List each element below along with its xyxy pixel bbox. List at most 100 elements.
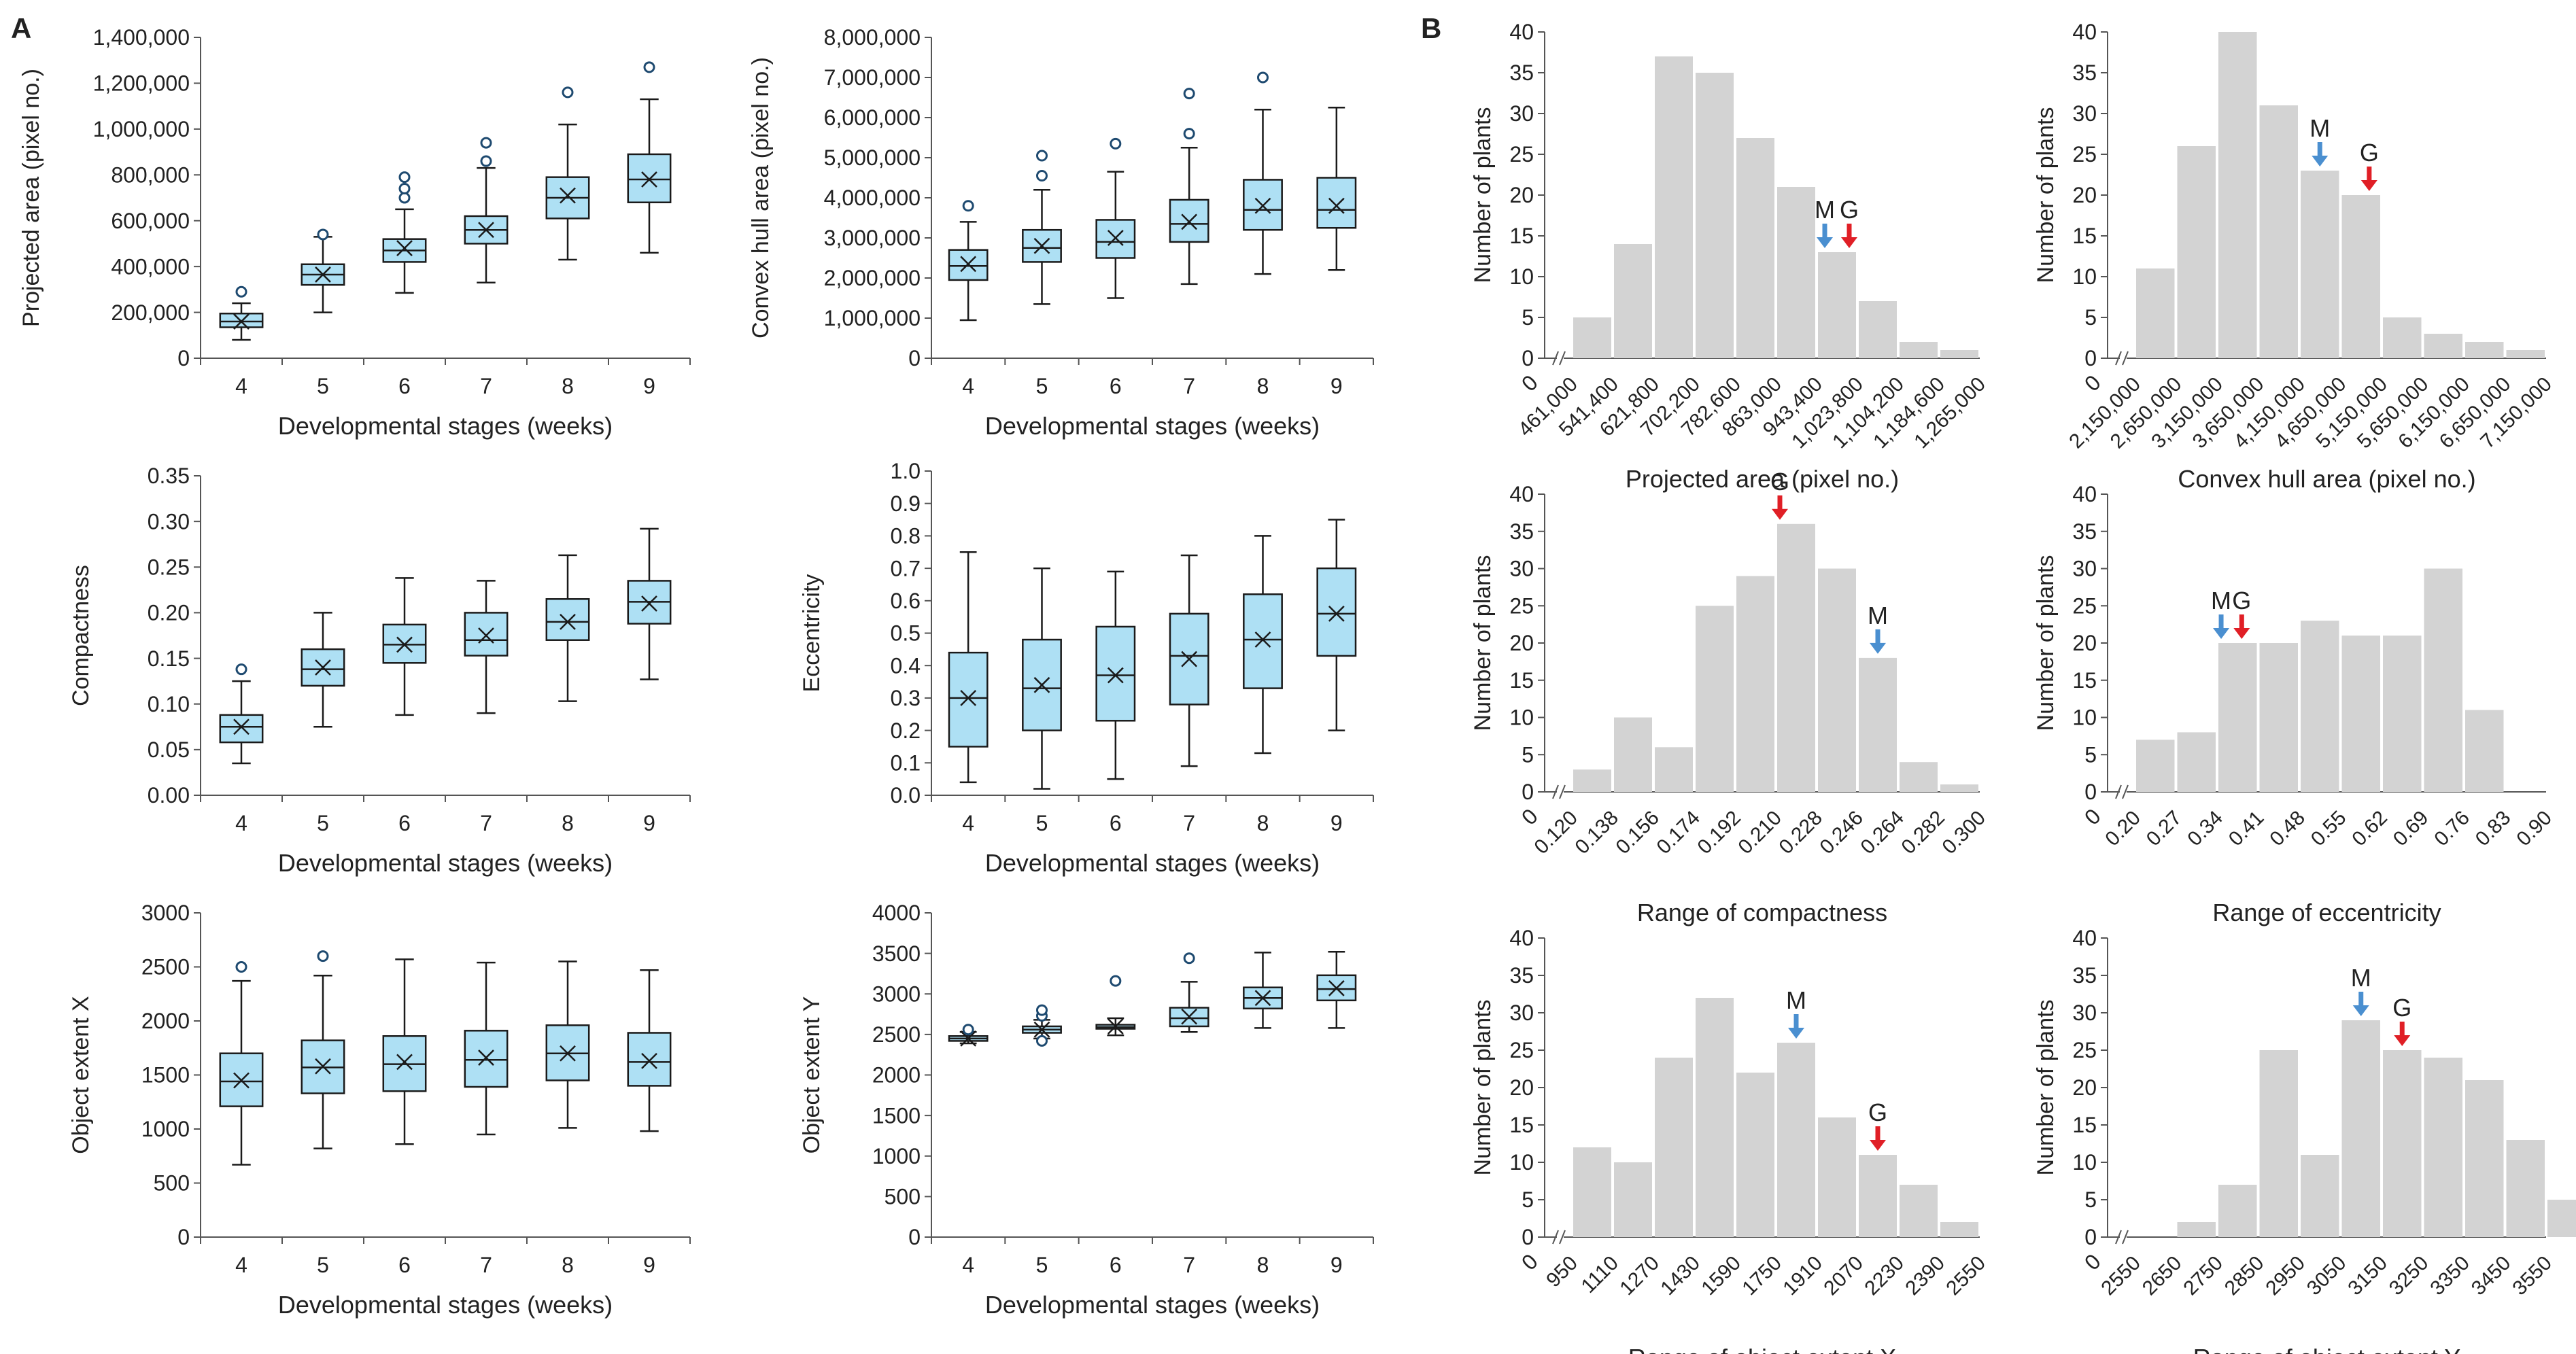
marker-arrow-head [1772, 508, 1788, 520]
x-tick-label: 7 [1183, 1253, 1195, 1277]
y-axis-label: Number of plants [1470, 107, 1496, 283]
outlier-point [1257, 71, 1269, 84]
mean-marker [233, 313, 250, 330]
y-tick-label: 0.25 [148, 555, 190, 579]
histogram-bar [2259, 643, 2298, 792]
axis-break [1559, 784, 1566, 799]
mean-marker [1328, 980, 1345, 996]
y-tick-label: 200,000 [111, 300, 190, 325]
x-tick-label: 2550 [1942, 1252, 1990, 1300]
box-plot-box-projected: 0 200,000 400,000 600,000 800,000 1,000,000 1,… [18, 25, 691, 440]
y-tick-label: 1,400,000 [93, 25, 190, 50]
x-axis-label: Projected area (pixel no.) [1626, 465, 1899, 493]
outlier-point [1183, 128, 1195, 140]
y-axis-label: Object extent Y [799, 996, 825, 1154]
y-tick-label: 20 [2072, 631, 2097, 655]
y-tick-label: 40 [1509, 20, 1534, 44]
y-tick-label: 0 [2084, 1225, 2097, 1249]
marker-arrow-head [2360, 180, 2377, 191]
x-tick-label: 2750 [2179, 1252, 2227, 1300]
x-tick-label: 0.120 [1530, 807, 1582, 858]
outlier-point [235, 663, 247, 676]
histogram-bar [1818, 1117, 1856, 1237]
histogram-bar [2341, 1020, 2380, 1237]
x-tick-label: 2390 [1901, 1252, 1949, 1300]
x-tick-label: 1590 [1697, 1252, 1745, 1300]
outlier-point [398, 183, 411, 195]
y-tick-label: 30 [1509, 101, 1534, 126]
x-tick-label: 5 [1036, 1253, 1048, 1277]
marker-label: M [1786, 986, 1806, 1014]
x-tick-label: 6 [1110, 374, 1122, 398]
y-tick-label: 5,000,000 [824, 145, 921, 170]
x-tick-label: 7 [480, 1253, 492, 1277]
mean-marker [233, 718, 250, 735]
y-tick-label: 20 [1509, 1075, 1534, 1100]
x-tick-label: 6 [398, 811, 411, 835]
marker-label: M [2309, 114, 2330, 142]
y-axis-label: Object extent X [68, 996, 94, 1153]
x-tick-label: 6 [398, 374, 411, 398]
y-tick-label: 25 [2072, 593, 2097, 618]
x-tick-label: 0.246 [1816, 807, 1868, 858]
histogram-bar [1859, 1155, 1897, 1237]
x-tick-label: 3050 [2303, 1252, 2351, 1300]
histogram-bar [1940, 1222, 1978, 1237]
y-tick-label: 500 [154, 1171, 190, 1196]
y-tick-label: 30 [2072, 1001, 2097, 1025]
axis-break [2122, 351, 2129, 366]
box-plot-box-convex: 0 1,000,000 2,000,000 3,000,000 4,000,000 5,0… [748, 25, 1374, 440]
x-tick-label: 9 [1330, 811, 1343, 835]
x-tick-label: 0.83 [2471, 807, 2515, 851]
mean-marker [960, 1030, 977, 1047]
y-axis-label: Convex hull area (pixel no.) [748, 57, 774, 338]
x-tick-label: 0.62 [2348, 807, 2392, 851]
axis-break [1559, 1230, 1566, 1245]
marker-arrow-head [1870, 1140, 1886, 1151]
histogram-bar [1655, 1058, 1693, 1237]
mean-marker [396, 240, 413, 257]
x-tick-label: 2850 [2220, 1252, 2269, 1300]
y-tick-label: 0 [177, 1225, 190, 1249]
x-tick-label: 0 [2080, 803, 2106, 829]
y-tick-label: 0.0 [891, 783, 921, 808]
x-tick-label: 8 [1257, 1253, 1269, 1277]
marker-label: M [2351, 964, 2371, 992]
x-tick-label: 0 [2080, 1249, 2106, 1274]
histogram-hist-exty: 0 5 10 15 20 25 30 35 40 025502650275028502950305… [2033, 926, 2576, 1354]
histogram-bar [1614, 717, 1652, 792]
y-tick-label: 40 [1509, 482, 1534, 506]
x-tick-label: 3250 [2385, 1252, 2433, 1300]
outlier-point [562, 86, 574, 99]
x-axis-label: Convex hull area (pixel no.) [2178, 465, 2475, 493]
outlier-point [1036, 1035, 1048, 1047]
mean-marker [1107, 230, 1124, 246]
x-tick-label: 8 [562, 1253, 574, 1277]
mean-marker [478, 627, 494, 644]
mean-marker [315, 266, 331, 283]
y-tick-label: 25 [2072, 142, 2097, 167]
box-iqr [948, 651, 989, 748]
y-tick-label: 40 [2072, 926, 2097, 950]
y-tick-label: 35 [2072, 60, 2097, 85]
x-axis-label: Developmental stages (weeks) [278, 412, 613, 440]
y-tick-label: 15 [2072, 224, 2097, 248]
x-tick-label: 9 [1330, 1253, 1343, 1277]
x-tick-label: 7 [1183, 374, 1195, 398]
mean-marker [1254, 990, 1271, 1007]
x-tick-label: 0.34 [2183, 807, 2227, 851]
histogram-bar [2506, 1140, 2545, 1237]
box-iqr [219, 714, 264, 744]
box-iqr [1095, 625, 1136, 722]
axis-break [1559, 351, 1566, 366]
y-axis-label: Projected area (pixel no.) [18, 69, 44, 327]
box-iqr [1316, 567, 1357, 657]
mean-marker [1254, 197, 1271, 214]
y-tick-label: 0.8 [891, 524, 921, 549]
x-tick-label: 0.41 [2225, 807, 2269, 851]
x-axis-label: Developmental stages (weeks) [278, 849, 613, 877]
histogram-bar [1777, 1043, 1815, 1237]
outlier-point [480, 137, 492, 149]
x-tick-label: 4 [235, 811, 247, 835]
